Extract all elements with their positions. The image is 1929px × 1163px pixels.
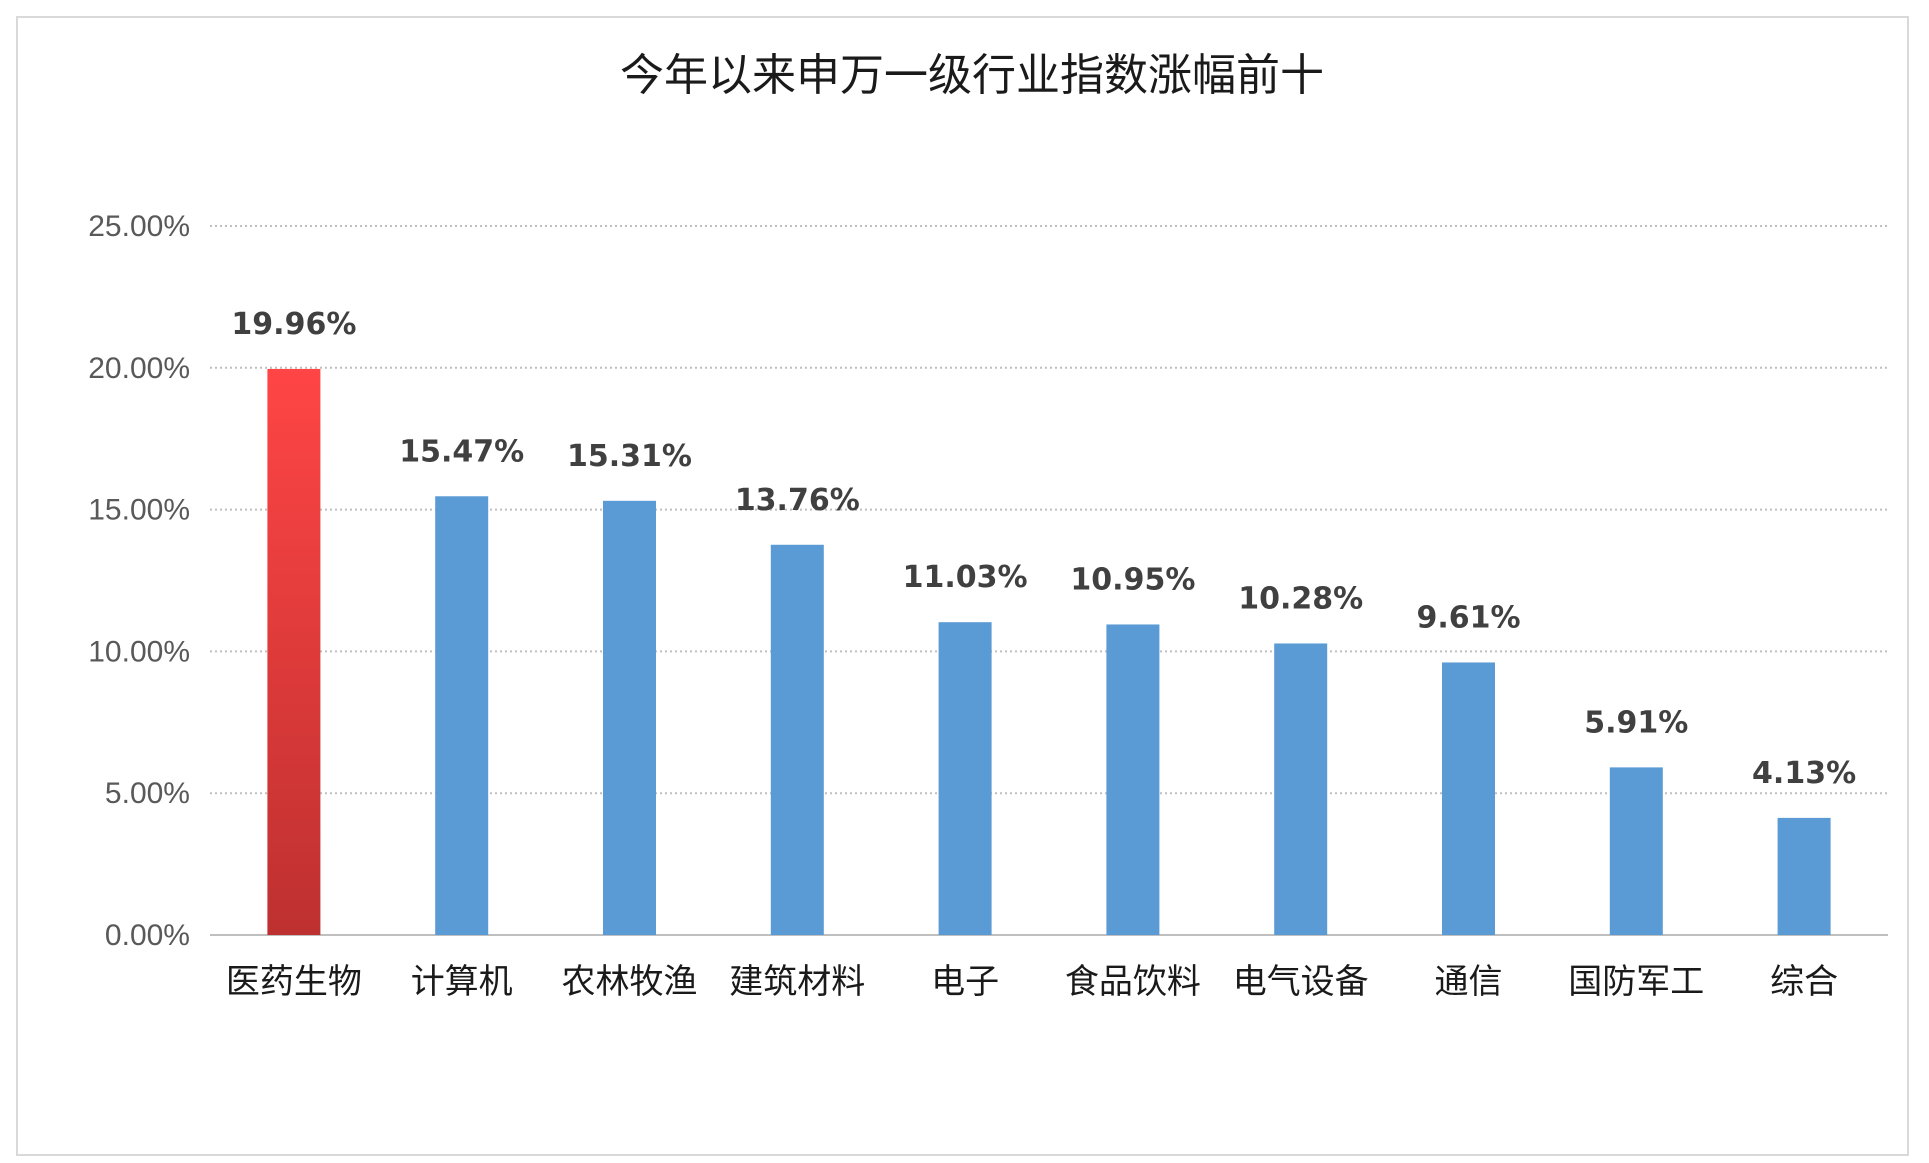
bar <box>603 500 656 935</box>
y-tick-label: 25.00% <box>88 210 190 243</box>
data-label: 13.76% <box>735 483 860 518</box>
x-tick-label: 食品饮料 <box>1065 962 1201 1002</box>
bar <box>1609 767 1663 935</box>
x-tick-label: 综合 <box>1770 962 1838 1002</box>
chart-title: 今年以来申万一级行业指数涨幅前十 <box>620 50 1324 101</box>
bar <box>1777 817 1831 935</box>
data-label: 15.47% <box>399 434 524 469</box>
x-tick-label: 国防军工 <box>1568 962 1704 1002</box>
bar <box>435 496 489 935</box>
x-tick-label: 建筑材料 <box>729 962 865 1002</box>
x-tick-label: 农林牧渔 <box>562 962 698 1002</box>
y-tick-label: 5.00% <box>105 777 190 810</box>
y-tick-label: 15.00% <box>88 494 190 527</box>
data-label: 9.61% <box>1416 600 1520 635</box>
bar <box>770 544 824 935</box>
y-tick-label: 10.00% <box>88 635 190 668</box>
y-tick-label: 0.00% <box>105 919 190 952</box>
bar <box>267 368 321 935</box>
x-tick-label: 电子 <box>931 962 999 1002</box>
x-tick-label: 医药生物 <box>226 962 362 1002</box>
data-label: 10.95% <box>1070 562 1195 597</box>
data-label: 11.03% <box>903 560 1028 595</box>
data-label: 19.96% <box>231 307 356 342</box>
data-label: 10.28% <box>1238 581 1363 616</box>
data-label: 5.91% <box>1584 705 1688 740</box>
bar <box>1274 643 1328 935</box>
x-tick-label: 计算机 <box>411 962 513 1002</box>
data-label: 15.31% <box>567 439 692 474</box>
x-tick-label: 通信 <box>1435 962 1503 1002</box>
x-tick-label: 电气设备 <box>1233 962 1369 1002</box>
bar <box>1442 662 1495 935</box>
bar <box>938 622 992 935</box>
bar <box>1106 624 1160 935</box>
y-tick-label: 20.00% <box>88 352 190 385</box>
chart-frame <box>16 16 1909 1156</box>
data-label: 4.13% <box>1752 756 1856 791</box>
